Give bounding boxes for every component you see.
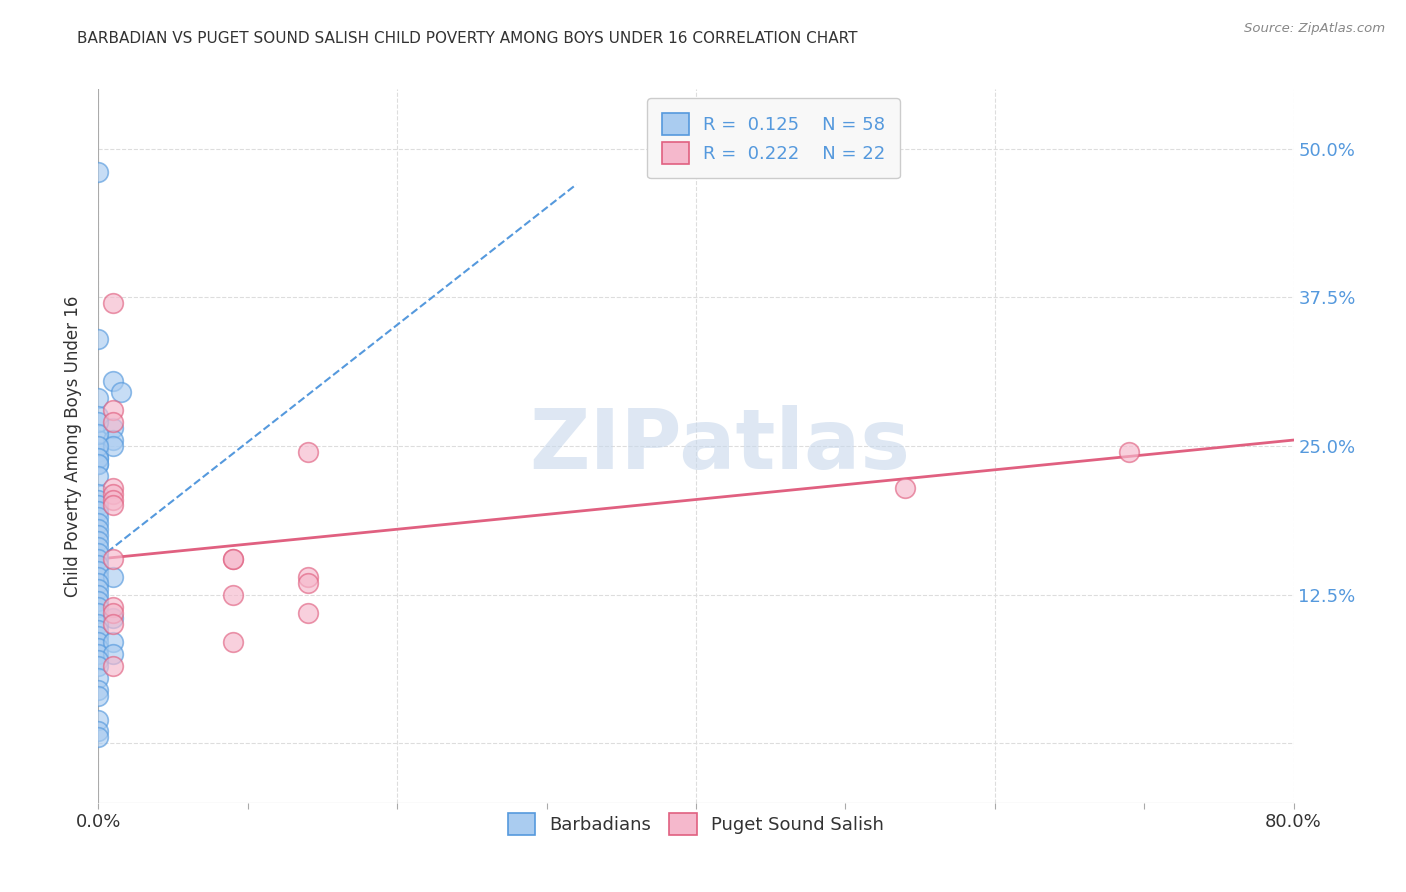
Point [87, 450, 110, 465]
Point [87, 433, 110, 447]
Point [87, 516, 110, 531]
Text: Source: ZipAtlas.com: Source: ZipAtlas.com [1244, 22, 1385, 36]
Point [103, 296, 125, 310]
Point [87, 635, 110, 649]
Point [87, 606, 110, 620]
Point [87, 457, 110, 471]
Point [87, 624, 110, 638]
Point [87, 629, 110, 643]
Point [87, 409, 110, 424]
Point [87, 546, 110, 560]
Point [87, 528, 110, 542]
Point [87, 392, 110, 406]
Point [103, 611, 125, 625]
Point [103, 659, 125, 673]
Point [103, 374, 125, 388]
Point [103, 552, 125, 566]
Point [87, 731, 110, 745]
Point [87, 445, 110, 459]
Point [87, 165, 110, 179]
Point [87, 582, 110, 596]
Point [894, 481, 917, 495]
Point [103, 439, 125, 453]
Point [87, 540, 110, 554]
Point [222, 552, 245, 566]
Point [87, 486, 110, 500]
Point [87, 332, 110, 346]
Point [87, 510, 110, 524]
Point [87, 724, 110, 739]
Point [103, 647, 125, 661]
Point [103, 403, 125, 417]
Point [1118, 445, 1140, 459]
Text: BARBADIAN VS PUGET SOUND SALISH CHILD POVERTY AMONG BOYS UNDER 16 CORRELATION CH: BARBADIAN VS PUGET SOUND SALISH CHILD PO… [77, 31, 858, 46]
Point [103, 433, 125, 447]
Y-axis label: Child Poverty Among Boys Under 16: Child Poverty Among Boys Under 16 [65, 295, 83, 597]
Point [87, 682, 110, 697]
Point [87, 713, 110, 727]
Point [103, 570, 125, 584]
Point [103, 499, 125, 513]
Point [87, 599, 110, 614]
Point [87, 564, 110, 578]
Point [87, 468, 110, 483]
Point [103, 599, 125, 614]
Point [103, 617, 125, 632]
Point [87, 504, 110, 518]
Point [87, 450, 110, 465]
Point [297, 606, 319, 620]
Point [87, 499, 110, 513]
Point [87, 534, 110, 549]
Point [87, 617, 110, 632]
Point [222, 588, 245, 602]
Text: ZIPatlas: ZIPatlas [530, 406, 910, 486]
Point [87, 689, 110, 703]
Point [87, 641, 110, 656]
Point [110, 385, 132, 400]
Point [87, 575, 110, 590]
Point [103, 421, 125, 435]
Point [87, 593, 110, 607]
Point [87, 647, 110, 661]
Point [103, 481, 125, 495]
Point [87, 427, 110, 442]
Point [87, 492, 110, 507]
Legend: Barbadians, Puget Sound Salish: Barbadians, Puget Sound Salish [499, 804, 893, 844]
Point [87, 570, 110, 584]
Point [87, 457, 110, 471]
Point [103, 492, 125, 507]
Point [87, 522, 110, 536]
Point [87, 439, 110, 453]
Point [87, 552, 110, 566]
Point [222, 552, 245, 566]
Point [103, 606, 125, 620]
Point [87, 653, 110, 667]
Point [297, 575, 319, 590]
Point [103, 486, 125, 500]
Point [103, 415, 125, 429]
Point [222, 635, 245, 649]
Point [87, 671, 110, 685]
Point [87, 659, 110, 673]
Point [297, 570, 319, 584]
Point [297, 445, 319, 459]
Point [87, 588, 110, 602]
Point [87, 558, 110, 572]
Point [103, 635, 125, 649]
Point [87, 415, 110, 429]
